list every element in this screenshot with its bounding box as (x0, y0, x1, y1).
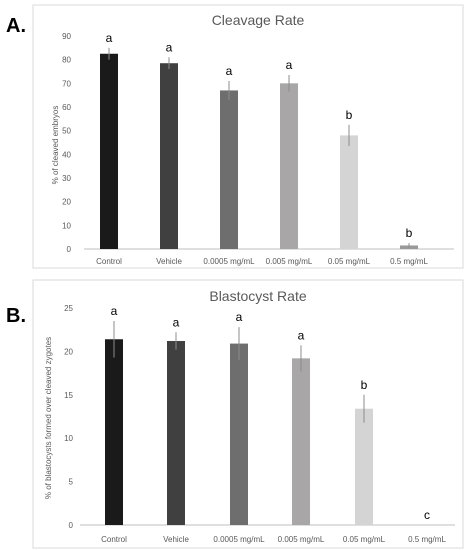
y-tick-label: 60 (62, 103, 71, 112)
chart-b-ylabel: % of blastocysts formed over cleaved zyg… (44, 337, 53, 499)
panel-a: A. Cleavage Rate % of cleaved embryos 0 1… (6, 4, 464, 269)
y-tick-label: 90 (62, 32, 71, 41)
bar (167, 340, 185, 525)
significance-letter: b (406, 226, 413, 240)
y-tick-label: 70 (62, 79, 71, 88)
bar (100, 53, 118, 249)
bar (340, 135, 358, 249)
panel-label-a: A. (6, 15, 26, 37)
y-tick-label: 10 (64, 434, 73, 443)
significance-letter: a (286, 58, 293, 72)
chart-a-title: Cleavage Rate (212, 12, 305, 28)
significance-letter: a (173, 315, 180, 329)
significance-letter: b (361, 378, 368, 392)
y-tick-label: 25 (64, 304, 73, 313)
bar (280, 83, 298, 249)
significance-letter: a (111, 304, 118, 318)
category-label: Control (101, 535, 127, 544)
y-tick-label: 40 (62, 150, 71, 159)
y-tick-label: 20 (64, 347, 73, 356)
significance-letter: a (236, 310, 243, 324)
chart-b-y-ticks: 0 5 10 15 20 25 (64, 304, 73, 530)
y-tick-label: 30 (62, 174, 71, 183)
category-label: 0.0005 mg/mL (203, 257, 255, 266)
category-label: 0.5 mg/mL (408, 535, 446, 544)
significance-letter: a (226, 64, 233, 78)
category-label: 0.0005 mg/mL (213, 535, 265, 544)
chart-a-ylabel: % of cleaved embryos (51, 106, 60, 185)
significance-letter: b (346, 108, 353, 122)
y-tick-label: 5 (69, 478, 74, 487)
bar (220, 90, 238, 249)
bar (292, 358, 310, 525)
category-label: 0.5 mg/mL (390, 257, 428, 266)
y-tick-label: 0 (69, 521, 74, 530)
category-label: Vehicle (163, 535, 189, 544)
category-label: Control (96, 257, 122, 266)
y-tick-label: 10 (62, 221, 71, 230)
chart-b-bars: a Control a Vehicle a 0.0005 mg/mL a 0.005 mg/m… (101, 304, 446, 544)
y-tick-label: 50 (62, 127, 71, 136)
y-tick-label: 20 (62, 198, 71, 207)
chart-a-frame (32, 4, 464, 269)
panel-b: B. Blastocyst Rate % of blastocysts form… (6, 279, 464, 549)
category-label: 0.005 mg/mL (266, 257, 313, 266)
bar (355, 408, 373, 525)
y-tick-label: 0 (67, 245, 72, 254)
y-tick-label: 15 (64, 391, 73, 400)
significance-letter: a (106, 31, 113, 45)
significance-letter: c (424, 508, 430, 522)
category-label: 0.005 mg/mL (278, 535, 325, 544)
bar (160, 63, 178, 249)
chart-a-y-ticks: 0 10 20 30 40 50 60 70 80 90 (62, 32, 71, 254)
bar (230, 343, 248, 525)
category-label: 0.05 mg/mL (343, 535, 386, 544)
y-tick-label: 80 (62, 56, 71, 65)
category-label: Vehicle (156, 257, 182, 266)
category-label: 0.05 mg/mL (328, 257, 371, 266)
chart-b-title: Blastocyst Rate (209, 288, 306, 304)
significance-letter: a (166, 40, 173, 54)
panel-label-b: B. (6, 305, 26, 327)
chart-a-bars: a Control a Vehicle a 0.0005 mg/mL a 0.005 mg/m… (96, 31, 428, 266)
significance-letter: a (298, 328, 305, 342)
bar (105, 339, 123, 525)
